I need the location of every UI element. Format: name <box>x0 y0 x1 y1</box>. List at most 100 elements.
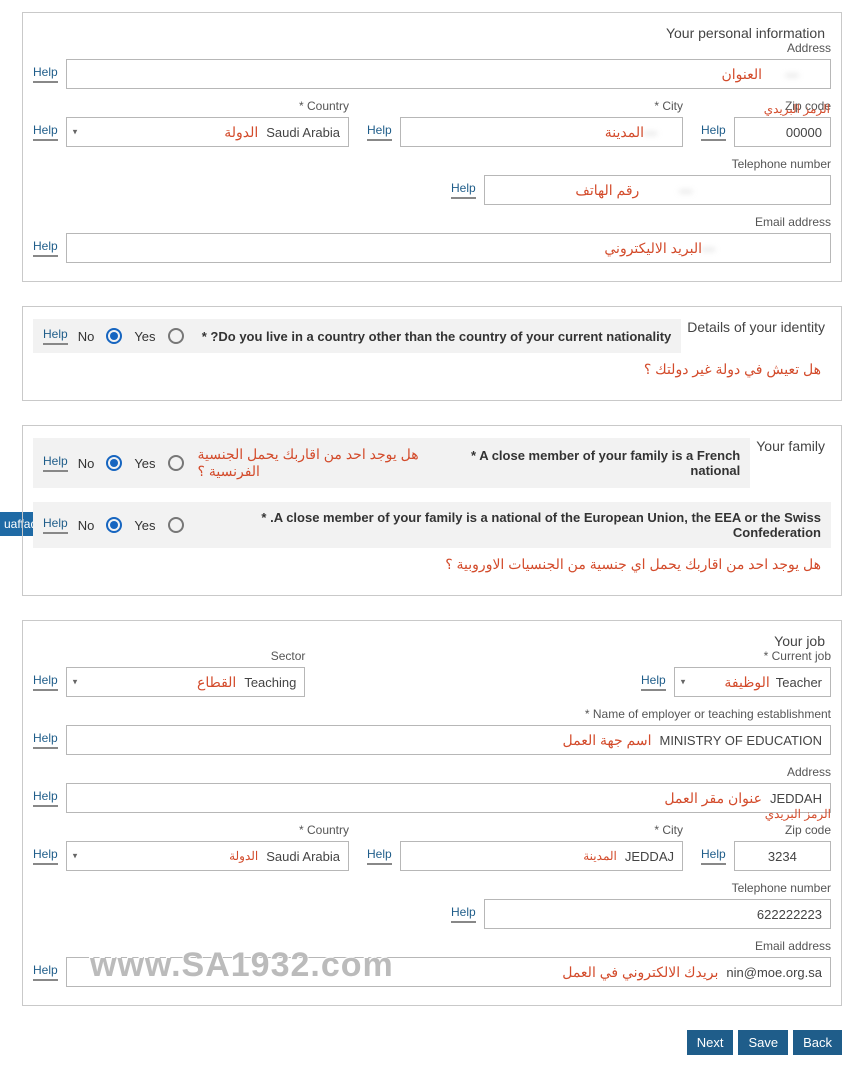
job-zip-label: Zip code <box>785 823 831 837</box>
identity-q1-ar: هل تعيش في دولة غير دولتك ؟ <box>644 361 821 377</box>
email-input[interactable]: البريد الاليكتروني — <box>66 233 831 263</box>
job-email-hint: بريدك الالكتروني في العمل <box>562 964 718 981</box>
employer-input[interactable]: اسم جهة العمل MINISTRY OF EDUCATION <box>66 725 831 755</box>
zip-hint: الرمز البريدي <box>764 102 830 116</box>
yes-radio[interactable] <box>168 517 184 533</box>
personal-legend: Your personal information <box>660 25 831 41</box>
next-button[interactable]: Next <box>687 1030 734 1055</box>
address-value: — <box>762 67 822 82</box>
country-label: * Country <box>299 99 349 113</box>
country-select[interactable]: الدولة Saudi Arabia <box>66 117 349 147</box>
current-job-value: Teacher <box>776 675 822 690</box>
job-city-hint: المدينة <box>583 849 617 863</box>
job-section: Your job Sector Help القطاع Teaching * C… <box>22 620 842 1006</box>
job-country-label: * Country <box>299 823 349 837</box>
sector-label: Sector <box>271 649 306 663</box>
job-country-select[interactable]: الدولة Saudi Arabia <box>66 841 349 871</box>
no-label: No <box>78 329 95 344</box>
email-value: — <box>702 241 822 256</box>
sector-select[interactable]: القطاع Teaching <box>66 667 306 697</box>
identity-q1: * ?Do you live in a country other than t… <box>202 329 672 344</box>
zip-value: 00000 <box>786 125 822 140</box>
family-q1-ar: هل يوجد احد من اقاربك يحمل الجنسية الفرن… <box>198 446 450 480</box>
job-address-input[interactable]: عنوان مقر العمل JEDDAH <box>66 783 831 813</box>
help-link[interactable]: Help <box>451 181 476 199</box>
tel-label: Telephone number <box>732 157 831 171</box>
city-value: — <box>644 125 674 140</box>
sector-hint: القطاع <box>197 674 236 691</box>
help-link[interactable]: Help <box>33 65 58 83</box>
yes-label: Yes <box>134 518 155 533</box>
help-link[interactable]: Help <box>451 905 476 923</box>
job-country-value: Saudi Arabia <box>266 849 340 864</box>
button-bar: Next Save Back <box>22 1030 842 1055</box>
back-button[interactable]: Back <box>793 1030 842 1055</box>
job-email-label: Email address <box>755 939 831 953</box>
identity-q1-row: Help No Yes * ?Do you live in a country … <box>33 319 681 353</box>
family-q2: * .A close member of your family is a na… <box>184 510 821 540</box>
help-link[interactable]: Help <box>367 847 392 865</box>
save-button[interactable]: Save <box>738 1030 788 1055</box>
city-input[interactable]: المدينة — <box>400 117 683 147</box>
no-radio[interactable] <box>106 455 122 471</box>
help-link[interactable]: Help <box>33 239 58 257</box>
help-link[interactable]: Help <box>43 454 68 472</box>
tel-input[interactable]: رقم الهاتف — <box>484 175 831 205</box>
job-address-value: JEDDAH <box>770 791 822 806</box>
job-address-label: Address <box>787 765 831 779</box>
no-radio[interactable] <box>106 328 122 344</box>
identity-section: Details of your identity Help No Yes * ?… <box>22 306 842 401</box>
help-link[interactable]: Help <box>33 847 58 865</box>
address-label: Address <box>787 41 831 55</box>
help-link[interactable]: Help <box>33 123 58 141</box>
family-q2-ar: هل يوجد احد من اقاربك يحمل اي جنسية من ا… <box>445 556 821 572</box>
help-link[interactable]: Help <box>701 123 726 141</box>
no-radio[interactable] <box>106 517 122 533</box>
zip-input[interactable]: الرمز البريدي 00000 <box>734 117 831 147</box>
yes-label: Yes <box>134 329 155 344</box>
yes-label: Yes <box>134 456 155 471</box>
job-zip-input[interactable]: 3234 <box>734 841 831 871</box>
address-input[interactable]: العنوان — <box>66 59 831 89</box>
identity-legend: Details of your identity <box>681 319 831 335</box>
help-link[interactable]: Help <box>43 327 68 345</box>
sector-value: Teaching <box>244 675 296 690</box>
tel-value: — <box>679 183 739 198</box>
no-label: No <box>78 518 95 533</box>
job-address-hint: عنوان مقر العمل <box>664 790 762 807</box>
no-label: No <box>78 456 95 471</box>
country-value: Saudi Arabia <box>266 125 340 140</box>
current-job-select[interactable]: الوظيفة Teacher <box>674 667 831 697</box>
current-job-label: * Current job <box>764 649 831 663</box>
family-q2-row: Help No Yes * .A close member of your fa… <box>33 502 831 548</box>
yes-radio[interactable] <box>168 455 184 471</box>
help-link[interactable]: Help <box>701 847 726 865</box>
job-tel-label: Telephone number <box>732 881 831 895</box>
help-link[interactable]: Help <box>33 963 58 981</box>
email-hint: البريد الاليكتروني <box>604 240 702 257</box>
job-email-value: nin@moe.org.sa <box>726 965 822 980</box>
employer-value: MINISTRY OF EDUCATION <box>659 733 822 748</box>
job-zip-value: 3234 <box>768 849 797 864</box>
help-link[interactable]: Help <box>33 731 58 749</box>
job-city-input[interactable]: المدينة JEDDAJ <box>400 841 683 871</box>
job-email-input[interactable]: بريدك الالكتروني في العمل nin@moe.org.sa <box>66 957 831 987</box>
help-link[interactable]: Help <box>641 673 666 691</box>
help-link[interactable]: Help <box>33 673 58 691</box>
family-section: Your family Help No Yes هل يوجد احد من ا… <box>22 425 842 596</box>
family-legend: Your family <box>750 438 831 454</box>
personal-info-section: Your personal information Address Help ا… <box>22 12 842 282</box>
family-q1: * A close member of your family is a Fre… <box>457 448 740 478</box>
job-tel-input[interactable]: 622222223 <box>484 899 831 929</box>
yes-radio[interactable] <box>168 328 184 344</box>
job-city-value: JEDDAJ <box>625 849 674 864</box>
city-hint: المدينة <box>605 124 644 141</box>
help-link[interactable]: Help <box>33 789 58 807</box>
city-label: * City <box>654 99 683 113</box>
help-link[interactable]: Help <box>43 516 68 534</box>
country-hint: الدولة <box>224 124 258 141</box>
employer-label: * Name of employer or teaching establish… <box>585 707 831 721</box>
job-tel-value: 622222223 <box>757 907 822 922</box>
tel-hint: رقم الهاتف <box>575 182 639 199</box>
help-link[interactable]: Help <box>367 123 392 141</box>
